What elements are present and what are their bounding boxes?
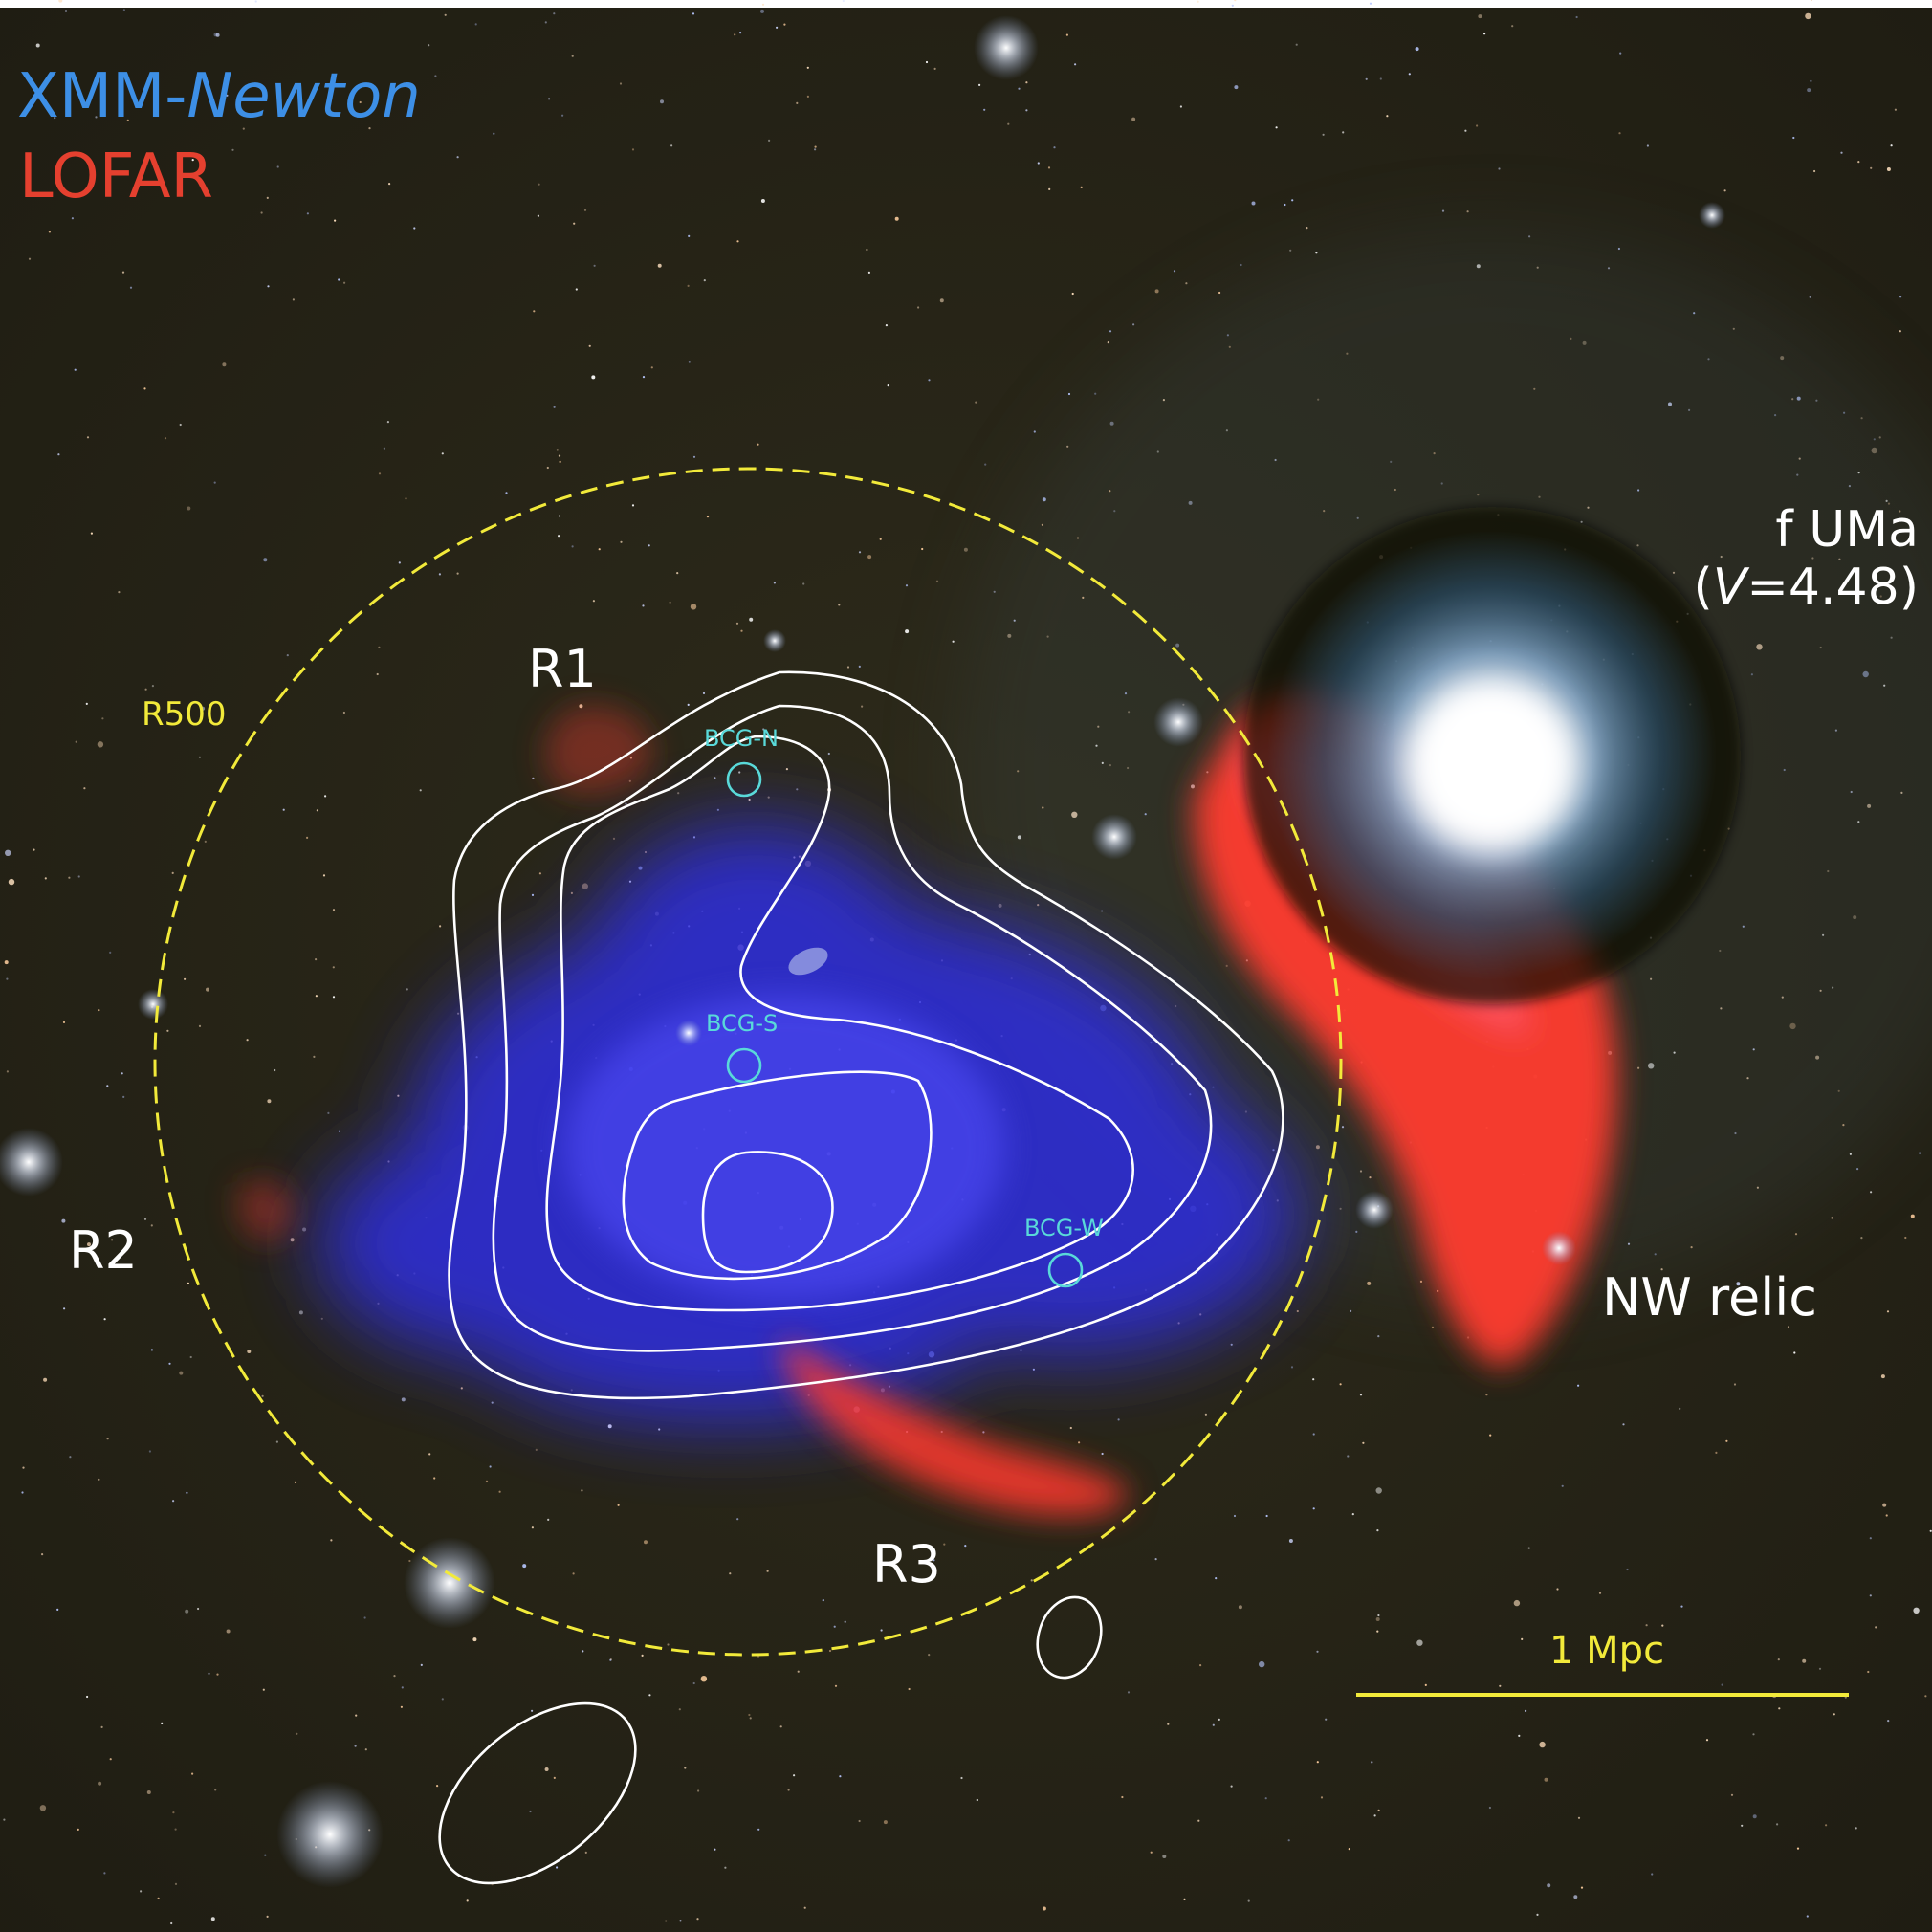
bcg-w-marker xyxy=(1047,1252,1084,1288)
region-r2-label: R2 xyxy=(69,1220,138,1281)
r500-label: R500 xyxy=(142,695,227,734)
region-r3-label: R3 xyxy=(872,1534,941,1594)
legend-lofar: LOFAR xyxy=(19,142,213,212)
top-frame-edge xyxy=(0,0,1932,8)
bright-star-f-uma xyxy=(1406,679,1578,851)
contour-small xyxy=(1036,1595,1103,1680)
legend-xmm-newton: XMM-Newton xyxy=(17,61,421,132)
bcg-n-label: BCG-N xyxy=(704,725,779,752)
contour-3 xyxy=(545,735,1134,1312)
xray-contours xyxy=(438,670,1284,1885)
bcg-n-marker xyxy=(726,761,762,798)
contour-5 xyxy=(701,1151,834,1274)
star-magnitude: (V=4.48) xyxy=(1693,559,1919,616)
region-r1-label: R1 xyxy=(528,639,597,699)
xray-core xyxy=(564,995,1004,1301)
bcg-w-label: BCG-W xyxy=(1024,1215,1104,1241)
r500-circle xyxy=(153,467,1343,1657)
contour-1 xyxy=(448,670,1284,1400)
nw-relic-label: NW relic xyxy=(1602,1267,1817,1328)
contour-4 xyxy=(622,1070,933,1281)
star-label: f UMa (V=4.48) xyxy=(1693,501,1919,616)
spiral-galaxy xyxy=(788,947,828,976)
bcg-s-marker xyxy=(726,1047,762,1084)
star-name: f UMa xyxy=(1775,501,1919,559)
contour-2 xyxy=(492,704,1213,1352)
scale-bar-label: 1 Mpc xyxy=(1549,1629,1665,1673)
bcg-markers xyxy=(726,761,1084,1288)
bcg-s-label: BCG-S xyxy=(706,1010,779,1037)
scale-bar xyxy=(1356,1693,1849,1697)
contour-beam xyxy=(438,1701,637,1885)
